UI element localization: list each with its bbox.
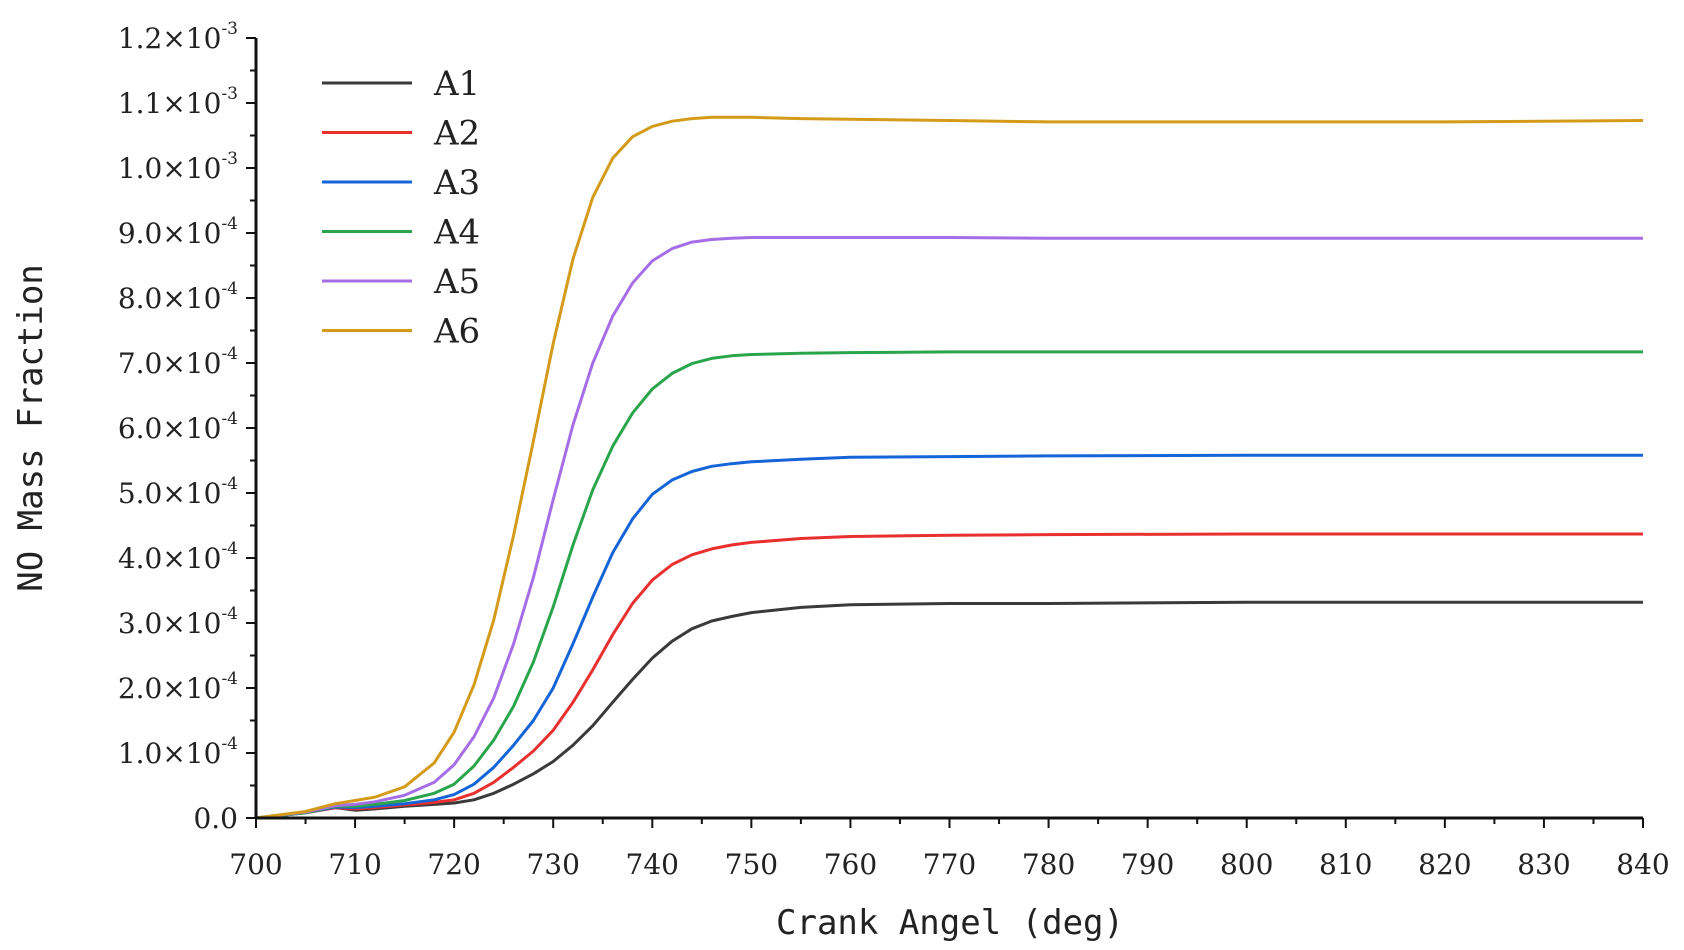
legend-label-a6: A6 bbox=[433, 312, 480, 352]
axes bbox=[254, 38, 1643, 820]
legend-label-a4: A4 bbox=[433, 213, 480, 253]
x-tick-label: 760 bbox=[824, 848, 877, 881]
y-tick-label: 7.0×10-4 bbox=[118, 344, 238, 380]
y-tick-label: 2.0×10-4 bbox=[118, 669, 238, 705]
x-tick-label: 770 bbox=[923, 848, 976, 881]
x-tick-label: 700 bbox=[229, 848, 282, 881]
y-tick-label: 0.0 bbox=[193, 802, 238, 835]
series-line-a5 bbox=[255, 236, 1643, 820]
legend-label-a2: A2 bbox=[433, 114, 480, 154]
y-tick-label: 8.0×10-4 bbox=[118, 279, 238, 315]
y-tick-label: 1.1×10-3 bbox=[118, 84, 238, 120]
x-tick-label: 800 bbox=[1220, 848, 1273, 881]
y-tick-label: 1.0×10-3 bbox=[118, 149, 238, 185]
x-tick-label: 750 bbox=[725, 848, 778, 881]
x-tick-label: 840 bbox=[1616, 848, 1669, 881]
y-axis-title: NO Mass Fraction bbox=[11, 264, 51, 592]
legend: A1 A2 A3 A4 A5 A6 bbox=[322, 64, 480, 352]
y-tick-label: 1.2×10-3 bbox=[118, 19, 238, 55]
x-tick-label: 740 bbox=[626, 848, 679, 881]
series-line-a3 bbox=[255, 453, 1643, 820]
x-tick-label: 720 bbox=[427, 848, 480, 881]
x-tick-label: 730 bbox=[526, 848, 579, 881]
x-tick-label: 710 bbox=[328, 848, 381, 881]
series-line-a4 bbox=[255, 350, 1643, 820]
y-tick-label: 9.0×10-4 bbox=[118, 214, 238, 250]
legend-label-a1: A1 bbox=[433, 64, 480, 104]
y-tick-label: 6.0×10-4 bbox=[118, 409, 238, 445]
legend-label-a3: A3 bbox=[433, 163, 480, 203]
plot-lines bbox=[255, 115, 1644, 820]
y-tick-label: 1.0×10-4 bbox=[118, 734, 238, 770]
y-tick-label: 4.0×10-4 bbox=[118, 539, 238, 575]
x-tick-label: 810 bbox=[1319, 848, 1372, 881]
x-tick-label: 820 bbox=[1418, 848, 1471, 881]
x-tick-label: 830 bbox=[1517, 848, 1570, 881]
x-axis-title: Crank Angel (deg) bbox=[776, 903, 1124, 943]
x-tick-label: 790 bbox=[1121, 848, 1174, 881]
y-ticks: 0.0 1.0×10-4 2.0×10-4 3.0×10-4 4.0×10-4 5.0×1… bbox=[118, 19, 256, 835]
x-ticks: 700 710 720 730 740 750 760 770 780 790 800 810 820 8… bbox=[229, 818, 1670, 881]
series-line-a6 bbox=[255, 115, 1644, 820]
y-tick-label: 5.0×10-4 bbox=[118, 474, 238, 510]
legend-label-a5: A5 bbox=[433, 262, 480, 302]
x-tick-label: 780 bbox=[1022, 848, 1075, 881]
y-tick-label: 3.0×10-4 bbox=[118, 604, 238, 640]
